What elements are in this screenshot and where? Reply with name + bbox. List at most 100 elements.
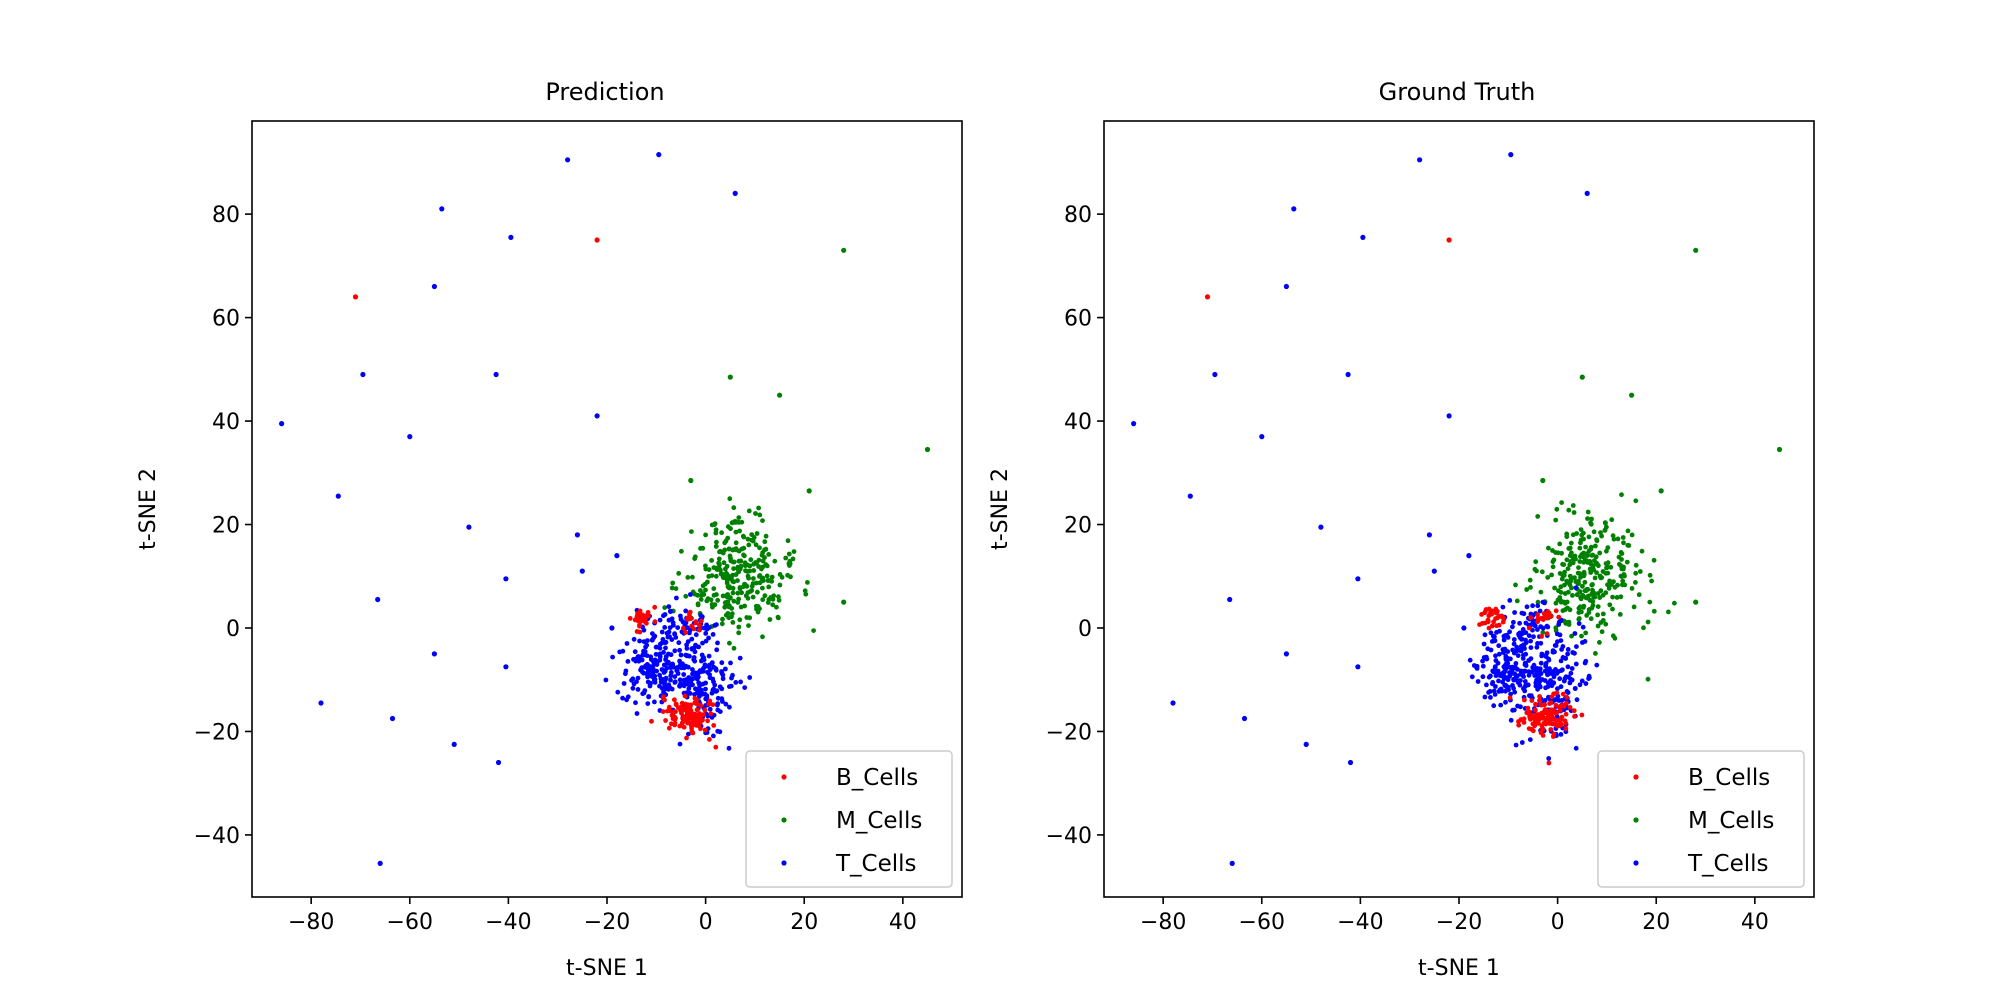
cluster-point bbox=[1524, 710, 1530, 716]
cluster-point bbox=[749, 588, 755, 593]
cluster-point bbox=[769, 574, 775, 580]
cluster-point bbox=[728, 526, 733, 532]
cluster-point bbox=[1523, 668, 1528, 674]
cluster-point bbox=[735, 590, 741, 596]
cluster-point bbox=[1559, 550, 1564, 556]
cluster-point bbox=[677, 741, 683, 747]
cluster-point bbox=[760, 518, 765, 523]
scatter-point bbox=[431, 651, 437, 657]
cluster-point bbox=[684, 646, 690, 651]
cluster-point bbox=[1545, 575, 1551, 580]
cluster-point bbox=[742, 685, 748, 690]
cluster-point bbox=[786, 551, 792, 557]
cluster-point bbox=[1636, 592, 1642, 598]
scatter-point bbox=[1417, 157, 1423, 163]
scatter-point bbox=[439, 206, 445, 212]
cluster-point bbox=[676, 571, 682, 576]
scatter-point bbox=[1170, 700, 1176, 706]
cluster-point bbox=[746, 623, 751, 628]
cluster-point bbox=[1510, 707, 1515, 713]
cluster-point bbox=[1603, 520, 1608, 526]
y-axis-ticks: −40 −20 0 20 40 60 80 bbox=[194, 203, 252, 849]
cluster-point bbox=[662, 668, 668, 674]
cluster-point bbox=[1585, 509, 1591, 515]
scatter-point bbox=[1540, 477, 1546, 484]
cluster-point bbox=[700, 681, 706, 687]
cluster-point bbox=[1570, 532, 1576, 538]
cluster-point bbox=[1511, 676, 1516, 682]
cluster-point bbox=[660, 637, 666, 642]
cluster-point bbox=[1523, 640, 1529, 645]
cluster-point bbox=[643, 644, 648, 650]
cluster-point bbox=[733, 540, 739, 546]
cluster-point bbox=[673, 702, 679, 708]
cluster-point bbox=[1511, 619, 1516, 625]
cluster-point bbox=[764, 563, 770, 569]
cluster-point bbox=[1585, 516, 1590, 521]
scatter-point bbox=[1227, 596, 1233, 603]
cluster-point bbox=[1651, 557, 1657, 563]
cluster-point bbox=[760, 558, 766, 564]
cluster-point bbox=[1571, 510, 1577, 515]
cluster-point bbox=[1625, 528, 1631, 534]
cluster-point bbox=[698, 588, 703, 593]
cluster-point bbox=[1593, 554, 1599, 560]
cluster-point bbox=[680, 719, 686, 725]
cluster-point bbox=[1538, 624, 1544, 629]
y-tick-label: 20 bbox=[1064, 514, 1092, 539]
cluster-point bbox=[747, 675, 753, 680]
cluster-point bbox=[1488, 647, 1494, 653]
cluster-point bbox=[1545, 624, 1551, 630]
cluster-point bbox=[672, 680, 678, 685]
cluster-point bbox=[1539, 727, 1545, 733]
cluster-point bbox=[720, 593, 726, 599]
scatter-point bbox=[1776, 446, 1783, 453]
cluster-point bbox=[1620, 535, 1626, 540]
cluster-point bbox=[711, 733, 716, 739]
cluster-point bbox=[727, 595, 733, 601]
cluster-point bbox=[1508, 717, 1514, 723]
cluster-point bbox=[1544, 650, 1550, 656]
cluster-point bbox=[1541, 721, 1547, 726]
cluster-point bbox=[1560, 573, 1566, 578]
cluster-point bbox=[739, 546, 745, 552]
cluster-point bbox=[1558, 658, 1564, 664]
cluster-point bbox=[1629, 532, 1635, 538]
cluster-point bbox=[755, 589, 760, 595]
cluster-point bbox=[1587, 597, 1593, 603]
cluster-point bbox=[707, 737, 712, 742]
x-tick-label: −80 bbox=[1140, 910, 1186, 935]
cluster-point bbox=[1593, 543, 1598, 549]
cluster-point bbox=[624, 641, 630, 646]
cluster-point bbox=[702, 664, 708, 670]
cluster-point bbox=[1486, 674, 1492, 680]
cluster-point bbox=[729, 611, 735, 617]
cluster-point bbox=[1534, 715, 1540, 721]
y-axis-ticks: −40 −20 0 20 40 60 80 bbox=[1046, 203, 1104, 849]
cluster-point bbox=[694, 707, 700, 713]
cluster-point bbox=[679, 700, 685, 706]
cluster-point bbox=[1563, 655, 1569, 661]
cluster-point bbox=[677, 677, 683, 683]
cluster-point bbox=[1469, 674, 1475, 680]
cluster-point bbox=[757, 512, 763, 518]
cluster-point bbox=[615, 689, 621, 695]
x-tick-label: 0 bbox=[699, 910, 713, 935]
cluster-point bbox=[1603, 561, 1609, 566]
cluster-point bbox=[682, 679, 687, 685]
cluster-point bbox=[1515, 653, 1521, 658]
cluster-point bbox=[1618, 550, 1624, 555]
scatter-point bbox=[1658, 488, 1664, 494]
y-tick-label: −40 bbox=[1046, 824, 1092, 849]
cluster-point bbox=[1563, 726, 1569, 732]
cluster-point bbox=[678, 616, 684, 622]
cluster-point bbox=[672, 674, 678, 679]
cluster-point bbox=[730, 620, 736, 625]
cluster-point bbox=[1527, 577, 1533, 583]
cluster-point bbox=[657, 672, 662, 678]
cluster-point bbox=[620, 695, 625, 701]
cluster-point bbox=[1576, 621, 1582, 626]
cluster-point bbox=[774, 604, 779, 610]
scatter-point bbox=[1446, 237, 1452, 243]
cluster-point bbox=[1537, 694, 1542, 699]
